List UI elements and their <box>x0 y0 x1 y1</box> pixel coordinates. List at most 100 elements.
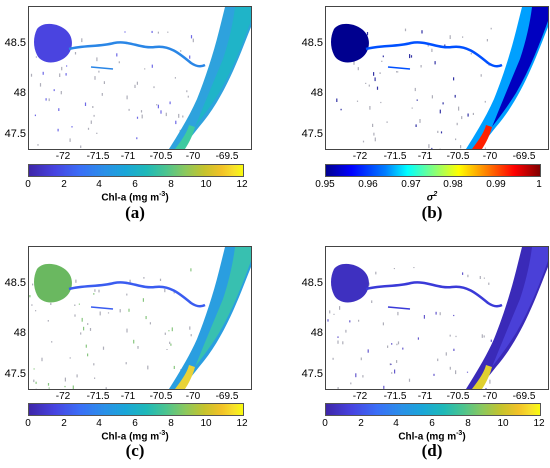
water-speck <box>368 282 370 286</box>
water-speck <box>337 340 339 344</box>
water-speck <box>397 341 400 345</box>
map-a <box>28 6 252 150</box>
tributary-line <box>387 66 411 70</box>
water-speck <box>74 314 76 317</box>
water-speck <box>367 349 369 353</box>
water-speck <box>460 145 462 149</box>
water-speck <box>178 113 180 118</box>
colorbar-tick: 0.95 <box>315 179 335 190</box>
y-tick-label: 48 <box>310 87 323 99</box>
water-speck <box>33 379 35 383</box>
water-speck <box>59 73 61 77</box>
colorbar-tick: 0 <box>25 179 31 190</box>
y-tick-label: 48.5 <box>301 37 323 49</box>
water-speck <box>65 73 67 76</box>
panel-label: (c) <box>125 441 145 460</box>
water-speck <box>360 357 362 361</box>
water-speck <box>145 316 147 320</box>
water-speck <box>411 107 413 109</box>
water-speck <box>382 55 384 58</box>
water-speck <box>484 147 486 149</box>
water-speck <box>396 343 398 346</box>
water-speck <box>129 279 131 283</box>
water-speck <box>48 387 50 389</box>
water-speck <box>190 35 193 39</box>
water-speck <box>50 302 52 305</box>
water-speck <box>462 272 464 275</box>
water-speck <box>383 385 385 389</box>
water-speck <box>81 38 83 43</box>
water-speck <box>144 68 146 70</box>
water-speck <box>80 145 82 148</box>
water-speck <box>69 357 71 359</box>
lake-shape <box>331 23 369 63</box>
water-speck <box>84 102 87 106</box>
water-speck <box>349 320 351 323</box>
water-speck <box>391 372 393 374</box>
water-speck <box>119 309 121 313</box>
colorbar-tick: 0.99 <box>486 179 506 190</box>
colorbar-tick: 0.96 <box>358 179 378 190</box>
water-speck <box>189 55 191 59</box>
water-speck <box>90 120 92 124</box>
water-speck <box>409 54 411 59</box>
water-speck <box>404 28 407 32</box>
water-speck <box>362 375 364 378</box>
water-speck <box>439 109 441 114</box>
map-c <box>28 246 252 390</box>
colorbar-b <box>325 164 541 177</box>
water-speck <box>337 336 339 338</box>
colorbar-tick: 0 <box>25 418 31 429</box>
water-speck <box>332 357 334 360</box>
colorbar-c <box>28 403 244 416</box>
water-speck <box>75 279 77 283</box>
water-speck <box>164 332 166 335</box>
colorbar-tick: 2 <box>61 179 67 190</box>
x-tick-label: -70 <box>482 391 498 402</box>
panel-d: 48.5 48 47.5 -72 -71.5 -71 -70.5 -70 -69… <box>297 240 550 468</box>
water-speck <box>80 332 82 335</box>
water-speck <box>483 335 485 338</box>
colorbar-tick: 10 <box>200 179 212 190</box>
water-speck <box>375 271 377 275</box>
water-speck <box>156 104 158 106</box>
map-d <box>325 246 549 390</box>
water-speck <box>413 267 415 269</box>
x-tick-label: -70.5 <box>149 151 173 162</box>
water-speck <box>87 353 89 357</box>
water-speck <box>483 277 485 279</box>
water-speck <box>64 385 66 388</box>
water-speck <box>60 91 62 95</box>
water-speck <box>33 368 35 370</box>
water-speck <box>365 82 367 84</box>
water-speck <box>96 132 98 134</box>
x-tick-label: -72 <box>55 391 71 402</box>
water-speck <box>101 93 103 96</box>
water-speck <box>455 370 457 375</box>
water-speck <box>35 310 37 312</box>
water-speck <box>329 310 331 314</box>
water-speck <box>481 334 483 338</box>
water-speck <box>74 52 77 55</box>
water-speck <box>397 311 399 316</box>
water-speck <box>160 110 162 114</box>
water-speck <box>489 379 491 384</box>
colorbar-tick: 6 <box>132 418 138 429</box>
water-speck <box>149 322 151 325</box>
colorbar-tick: 4 <box>96 179 102 190</box>
colorbar-tick: 0 <box>322 418 328 429</box>
water-speck <box>142 298 144 302</box>
water-speck <box>128 108 130 111</box>
river-line <box>365 281 503 308</box>
panel-c: 48.5 48 47.5 -72 -71.5 -71 -70.5 -70 -69… <box>0 240 275 468</box>
map-b <box>325 6 549 150</box>
water-speck <box>333 313 335 315</box>
water-speck <box>485 388 487 389</box>
water-speck <box>78 303 80 305</box>
water-speck <box>134 84 136 88</box>
lake-shape <box>34 263 72 303</box>
water-speck <box>327 319 329 322</box>
water-speck <box>47 320 49 322</box>
water-speck <box>449 334 451 337</box>
water-speck <box>461 116 463 120</box>
